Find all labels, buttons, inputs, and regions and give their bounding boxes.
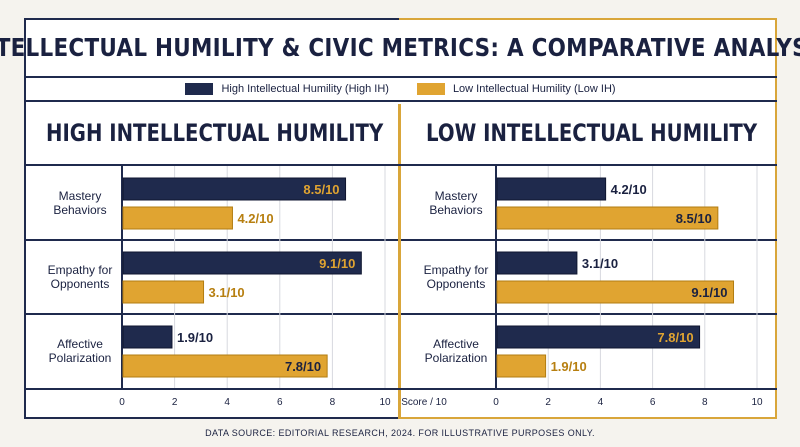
header-divider (24, 164, 777, 166)
legend-item-low-ih: Low Intellectual Humility (Low IH) (416, 83, 616, 95)
data-label: 7.8/10 (657, 330, 693, 345)
row-separator (24, 239, 398, 241)
axis-baseline (24, 388, 777, 390)
category-label: Behaviors (429, 203, 482, 217)
data-label: 3.1/10 (209, 285, 245, 300)
legend-label-low-ih: Low Intellectual Humility (Low IH) (452, 83, 616, 95)
category-label: Mastery (59, 189, 102, 203)
x-axis-title: Score / 10 (401, 397, 447, 408)
category-label: Empathy for (48, 263, 113, 277)
category-label: Polarization (49, 351, 112, 365)
bar (496, 354, 547, 378)
legend-swatch-high-ih (185, 83, 214, 95)
category-column-border (495, 166, 497, 388)
panel-heading-high: HIGH INTELLECTUAL HUMILITY (46, 119, 384, 147)
x-tick-label: 2 (172, 397, 178, 408)
category-label: Affective (433, 337, 479, 351)
legend-swatch-low-ih (416, 83, 445, 95)
row-separator (24, 313, 398, 315)
bar (122, 325, 173, 349)
category-label: Opponents (51, 277, 110, 291)
x-tick-label: 6 (277, 397, 283, 408)
data-label: 3.1/10 (582, 256, 618, 271)
panel-divider (398, 104, 401, 419)
panel-header-high: HIGH INTELLECTUAL HUMILITY (38, 104, 393, 162)
category-label: Empathy for (424, 263, 489, 277)
x-tick-label: 10 (379, 397, 391, 408)
bar (122, 206, 233, 230)
x-tick-label: 10 (751, 397, 763, 408)
x-tick-label: 2 (545, 397, 551, 408)
panel-header-low: LOW INTELLECTUAL HUMILITY (420, 104, 772, 162)
bar (122, 354, 328, 378)
bar (122, 280, 205, 304)
x-tick-label: 8 (702, 397, 708, 408)
row-separator (401, 313, 777, 315)
chart-title: INTELLECTUAL HUMILITY & CIVIC METRICS: A… (0, 32, 800, 62)
bar (496, 280, 735, 304)
bar (122, 251, 362, 275)
x-tick-label: 8 (330, 397, 336, 408)
x-tick-label: 0 (119, 397, 125, 408)
category-label: Mastery (435, 189, 478, 203)
data-label: 4.2/10 (611, 182, 647, 197)
x-tick-label: 0 (493, 397, 499, 408)
category-column-border (121, 166, 123, 388)
data-label: 4.2/10 (237, 211, 273, 226)
category-label: Opponents (427, 277, 486, 291)
bar (496, 206, 719, 230)
data-label: 8.5/10 (303, 182, 339, 197)
bar (496, 325, 701, 349)
data-label: 7.8/10 (285, 359, 321, 374)
bar (122, 177, 347, 201)
data-label: 1.9/10 (551, 359, 587, 374)
category-label: Affective (57, 337, 103, 351)
x-tick-label: 6 (650, 397, 656, 408)
row-separator (401, 239, 777, 241)
data-label: 9.1/10 (319, 256, 355, 271)
data-label: 8.5/10 (676, 211, 712, 226)
category-label: Polarization (425, 351, 488, 365)
category-label: Behaviors (53, 203, 106, 217)
legend-label-high-ih: High Intellectual Humility (High IH) (221, 83, 389, 95)
data-label: 1.9/10 (177, 330, 213, 345)
x-tick-label: 4 (598, 397, 604, 408)
legend: High Intellectual Humility (High IH) Low… (24, 76, 777, 102)
bar (496, 177, 607, 201)
x-tick-label: 4 (224, 397, 230, 408)
data-label: 9.1/10 (691, 285, 727, 300)
legend-item-high-ih: High Intellectual Humility (High IH) (185, 83, 389, 95)
footer-source: DATA SOURCE: EDITORIAL RESEARCH, 2024. F… (205, 428, 595, 438)
panel-heading-low: LOW INTELLECTUAL HUMILITY (426, 119, 758, 147)
bar (496, 251, 578, 275)
